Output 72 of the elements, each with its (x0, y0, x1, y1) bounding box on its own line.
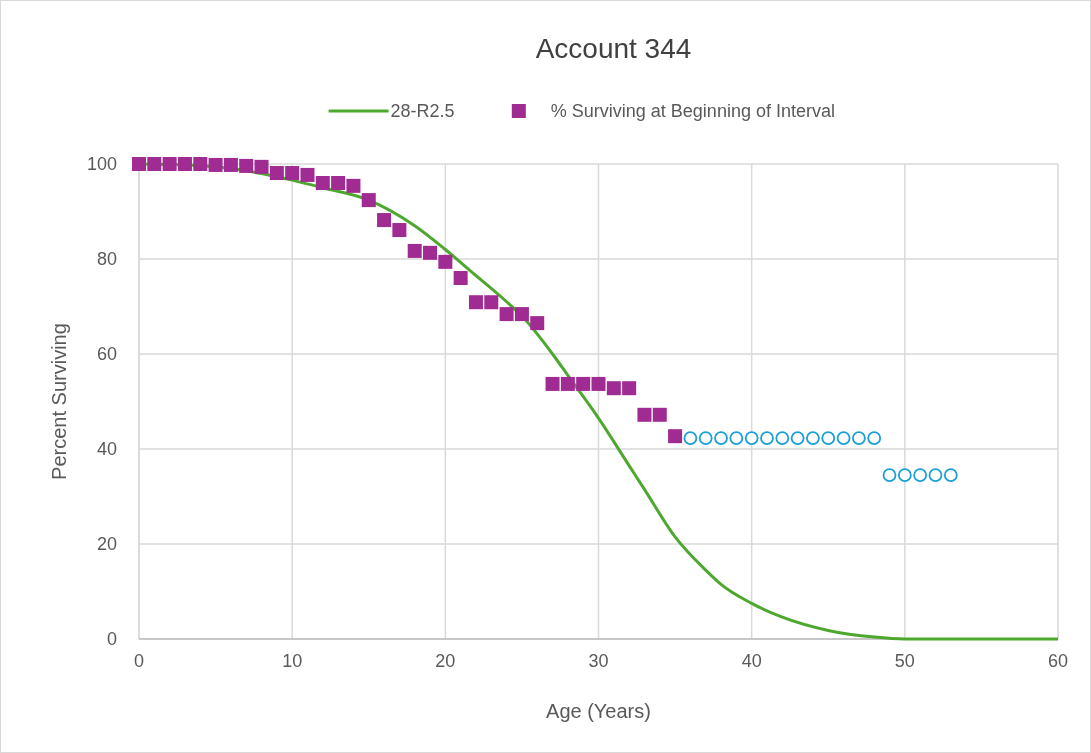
y-axis-title: Percent Surviving (48, 323, 70, 480)
point (897, 468, 912, 483)
point (591, 376, 606, 391)
point (622, 381, 637, 396)
point (821, 431, 836, 445)
point (652, 407, 667, 422)
point (545, 376, 560, 391)
point (760, 431, 774, 445)
y-tick-label: 20 (96, 534, 117, 554)
y-tick-label: 100 (86, 154, 117, 174)
point (714, 431, 728, 445)
point (315, 176, 330, 190)
point (744, 431, 759, 445)
x-tick-label: 10 (282, 651, 303, 671)
point (576, 376, 591, 391)
point (560, 376, 575, 391)
point (514, 307, 529, 322)
point (943, 468, 958, 483)
point (147, 157, 162, 171)
legend-label: % Surviving at Beginning of Interval (550, 101, 835, 121)
point (806, 431, 820, 445)
point (882, 468, 897, 483)
point (331, 176, 346, 190)
x-tick-label: 30 (588, 651, 609, 671)
point (530, 316, 545, 331)
point (668, 429, 683, 444)
point (913, 468, 928, 483)
point (851, 431, 866, 445)
point (499, 307, 514, 322)
point (698, 431, 713, 445)
point (683, 431, 698, 445)
point (438, 254, 453, 269)
y-tick-label: 40 (96, 439, 117, 459)
point (177, 157, 192, 171)
y-tick-label: 80 (96, 249, 117, 269)
point (928, 468, 943, 483)
point (361, 193, 376, 208)
point (423, 245, 438, 260)
x-tick-label: 50 (894, 651, 915, 671)
point (468, 295, 483, 310)
y-tick-label: 60 (96, 344, 117, 364)
point (377, 213, 392, 228)
point (223, 157, 238, 172)
point (254, 159, 269, 174)
point (269, 166, 284, 181)
point (606, 381, 621, 396)
point (392, 223, 407, 238)
point (637, 407, 652, 422)
point (300, 167, 315, 182)
y-tick-label: 0 (106, 629, 117, 649)
point (239, 158, 254, 173)
point (836, 431, 851, 445)
point (132, 157, 146, 171)
x-axis-title: Age (Years) (546, 700, 651, 722)
point (790, 431, 805, 445)
point (407, 243, 422, 258)
point (346, 178, 361, 193)
point (867, 431, 882, 445)
x-tick-label: 40 (741, 651, 762, 671)
point (453, 271, 468, 285)
x-tick-label: 0 (133, 651, 145, 671)
point (162, 157, 177, 171)
point (775, 431, 790, 445)
point (208, 157, 223, 172)
point (193, 157, 208, 171)
x-tick-label: 20 (435, 651, 456, 671)
legend-label: 28-R2.5 (390, 101, 455, 121)
x-tick-label: 60 (1047, 651, 1069, 671)
point (285, 166, 300, 181)
chart-title: Account 344 (535, 33, 692, 64)
point (484, 295, 499, 310)
point (729, 431, 744, 445)
